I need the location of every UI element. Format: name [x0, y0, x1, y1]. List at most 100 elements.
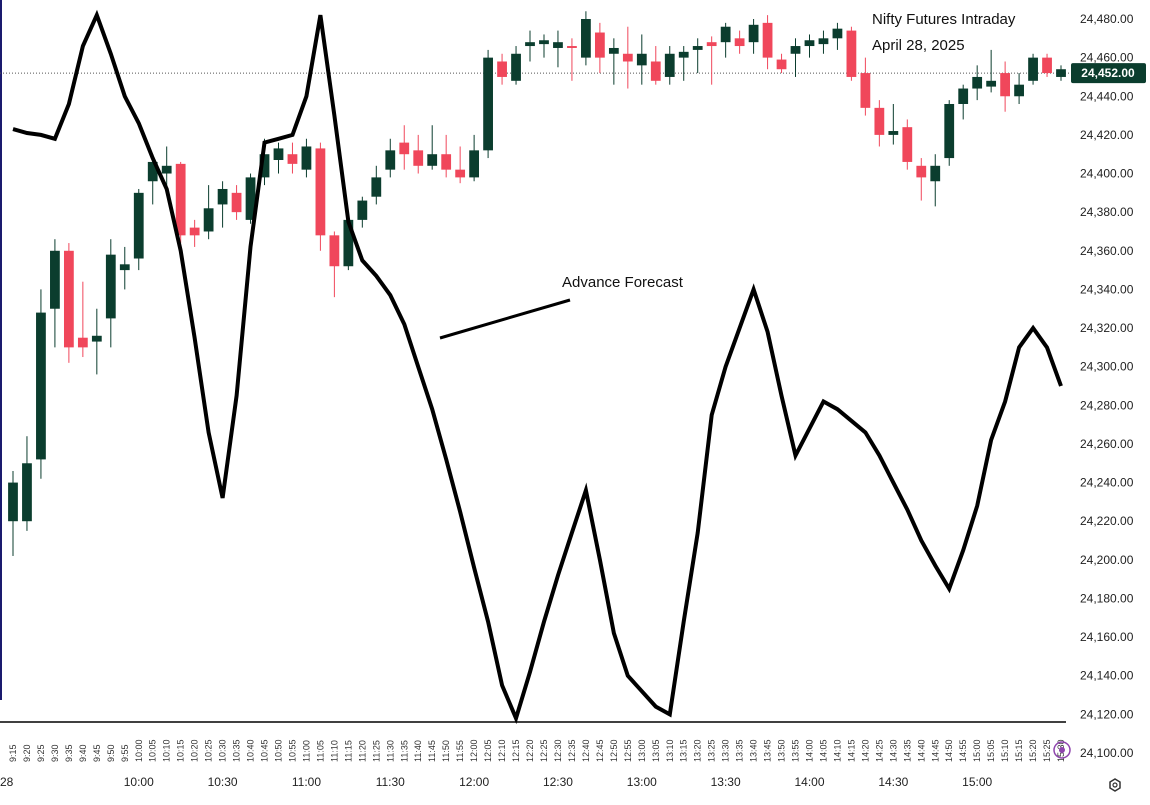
- candle: [748, 19, 759, 54]
- x-minor-tick-label: 15:15: [1014, 739, 1024, 762]
- candle: [553, 30, 563, 68]
- x-minor-tick-label: 12:40: [581, 739, 591, 762]
- candle: [958, 84, 969, 120]
- candle: [1028, 53, 1038, 85]
- y-tick-label: 24,440.00: [1080, 89, 1134, 103]
- y-tick-label: 24,240.00: [1080, 476, 1134, 490]
- candle: [175, 161, 186, 244]
- x-minor-tick-label: 13:05: [651, 739, 661, 762]
- candle: [273, 142, 284, 174]
- candle: [972, 65, 983, 101]
- candle: [986, 49, 997, 93]
- x-minor-tick-label: 13:55: [791, 739, 801, 762]
- x-major-tick-label: 15:00: [962, 775, 992, 789]
- x-minor-tick-label: 14:20: [860, 739, 870, 762]
- candle: [734, 30, 745, 54]
- candle: [804, 34, 815, 58]
- candle: [581, 11, 591, 66]
- candle: [329, 231, 340, 298]
- candle: [846, 26, 857, 81]
- candle: [50, 239, 60, 348]
- candle: [874, 100, 885, 147]
- x-minor-tick-label: 14:50: [944, 739, 954, 762]
- x-minor-tick-label: 10:35: [232, 739, 242, 762]
- candle: [63, 243, 74, 363]
- x-minor-tick-label: 9:35: [64, 744, 74, 762]
- x-minor-tick-label: 10:20: [190, 739, 200, 762]
- x-minor-tick-label: 14:45: [930, 739, 940, 762]
- x-minor-tick-label: 11:00: [301, 740, 311, 762]
- candle: [315, 142, 326, 251]
- candle: [497, 53, 507, 85]
- date-label: 28: [0, 775, 14, 789]
- x-minor-tick-label: 12:00: [469, 739, 479, 762]
- x-minor-tick-label: 14:55: [958, 739, 968, 762]
- x-minor-tick-label: 15:05: [986, 739, 996, 762]
- x-minor-tick-label: 9:25: [36, 744, 46, 762]
- x-minor-tick-label: 13:50: [777, 739, 787, 762]
- candle: [888, 103, 899, 145]
- candle: [105, 239, 116, 348]
- y-tick-label: 24,260.00: [1080, 437, 1134, 451]
- x-minor-tick-label: 11:40: [413, 740, 423, 762]
- y-tick-label: 24,120.00: [1080, 707, 1134, 721]
- candle: [776, 53, 787, 74]
- y-tick-label: 24,420.00: [1080, 128, 1134, 142]
- candle: [455, 146, 466, 184]
- x-minor-tick-label: 13:10: [665, 739, 675, 762]
- candle: [762, 15, 773, 70]
- settings-icon[interactable]: [1109, 778, 1121, 792]
- y-tick-label: 24,380.00: [1080, 205, 1134, 219]
- candle: [678, 46, 689, 81]
- last-price-level: 24,452.00: [0, 63, 1146, 84]
- candle: [930, 154, 941, 207]
- x-minor-tick-label: 15:10: [1000, 739, 1010, 762]
- x-minor-tick-label: 12:10: [497, 739, 507, 762]
- candle: [622, 26, 633, 89]
- candle: [441, 134, 452, 178]
- x-minor-tick-label: 11:15: [343, 740, 353, 762]
- x-minor-tick-label: 9:20: [22, 744, 32, 762]
- forecast-annotation-label: Advance Forecast: [562, 274, 684, 291]
- price-axis[interactable]: 24,480.00 24,460.00 24,440.00 24,420.00 24,4…: [1080, 12, 1134, 760]
- x-minor-tick-label: 13:25: [707, 739, 717, 762]
- candle: [902, 119, 913, 170]
- x-minor-tick-label: 11:25: [371, 740, 381, 762]
- candle: [427, 125, 438, 170]
- x-minor-tick-label: 14:05: [818, 739, 828, 762]
- x-minor-tick-label: 12:55: [623, 739, 633, 762]
- candle: [469, 134, 480, 182]
- y-tick-label: 24,360.00: [1080, 244, 1134, 258]
- y-tick-label: 24,180.00: [1080, 591, 1134, 605]
- candle: [385, 138, 396, 178]
- candle: [944, 100, 955, 166]
- forecast-annotation-pointer: [439, 298, 571, 340]
- candle: [287, 142, 298, 174]
- candle: [860, 57, 871, 116]
- x-major-tick-label: 12:00: [459, 775, 489, 789]
- x-minor-tick-label: 12:30: [553, 739, 563, 762]
- x-major-tick-label: 11:30: [376, 775, 405, 789]
- x-minor-tick-label: 12:15: [511, 739, 521, 762]
- candles-group: [8, 11, 1066, 556]
- x-minor-tick-label: 14:15: [846, 739, 856, 762]
- candle: [720, 22, 731, 58]
- x-minor-tick-label: 15:00: [972, 739, 982, 762]
- candle: [525, 30, 535, 62]
- x-minor-tick-label: 13:20: [693, 739, 703, 762]
- candle: [483, 49, 493, 159]
- time-axis[interactable]: 9:15 9:20 9:25 9:30 9:35 9:40 9:45 9:50 9:55 10:0…: [0, 721, 1066, 789]
- candle: [511, 46, 521, 85]
- candle: [594, 22, 605, 74]
- y-tick-label: 24,100.00: [1080, 746, 1134, 760]
- x-minor-tick-label: 14:40: [916, 739, 926, 762]
- x-major-tick-label: 14:00: [794, 775, 824, 789]
- last-price-badge: [1071, 63, 1146, 84]
- forecast-series: [12, 9, 1063, 725]
- x-minor-tick-label: 10:00: [134, 739, 144, 762]
- x-minor-tick-label: 11:30: [385, 740, 395, 762]
- y-tick-label: 24,280.00: [1080, 398, 1134, 412]
- candle: [161, 146, 172, 189]
